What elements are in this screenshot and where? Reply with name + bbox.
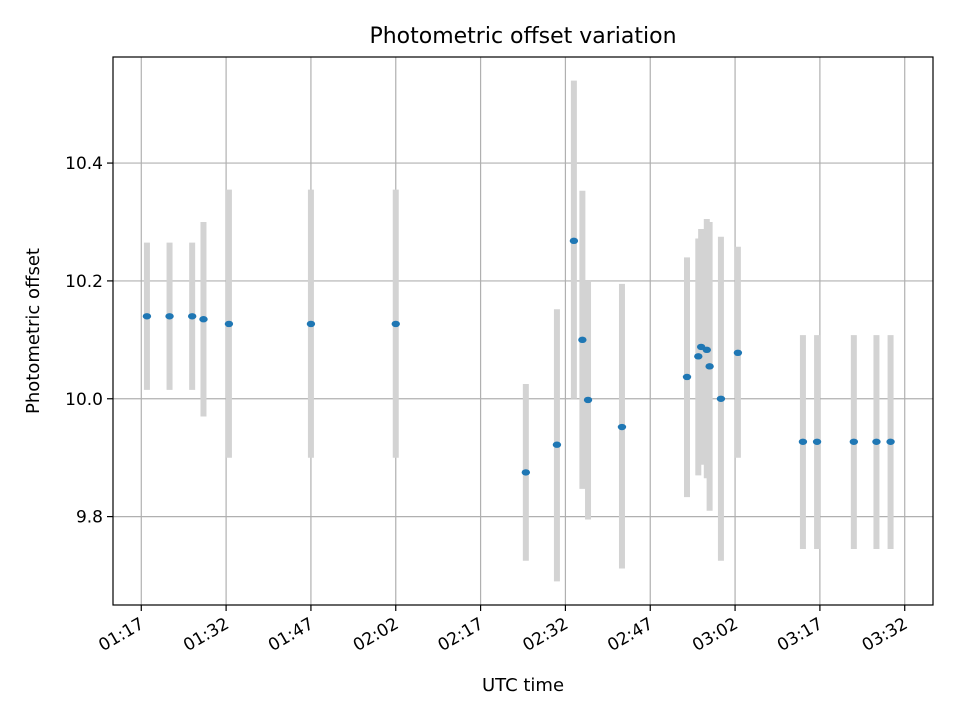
data-point	[187, 313, 197, 320]
point-layer	[142, 237, 895, 476]
data-point	[578, 336, 587, 344]
data-point	[306, 320, 316, 328]
y-tick-label: 10.4	[65, 154, 103, 174]
data-point	[716, 395, 726, 402]
data-point	[552, 441, 562, 448]
data-point	[872, 438, 881, 445]
y-axis-label: Photometric offset	[23, 248, 44, 414]
data-point	[694, 353, 703, 360]
data-point	[812, 438, 822, 445]
y-tick-label: 9.8	[76, 508, 103, 528]
data-point	[391, 320, 400, 328]
data-point	[569, 237, 579, 245]
data-point	[886, 438, 895, 445]
data-point	[733, 349, 743, 357]
x-axis-label: UTC time	[482, 675, 564, 696]
data-point	[224, 320, 234, 328]
data-point	[583, 396, 593, 404]
data-point	[142, 313, 152, 320]
y-tick-label: 10.0	[65, 390, 103, 410]
data-point	[617, 423, 627, 431]
data-point	[199, 316, 208, 323]
data-point	[521, 469, 531, 476]
data-point	[682, 373, 692, 381]
data-point	[702, 346, 711, 354]
data-point	[798, 438, 808, 445]
chart-title: Photometric offset variation	[369, 24, 676, 49]
plot-frame	[112, 56, 934, 606]
y-tick-label: 10.2	[65, 272, 103, 292]
data-point	[849, 438, 859, 445]
data-point	[705, 363, 714, 370]
data-point	[165, 313, 174, 320]
